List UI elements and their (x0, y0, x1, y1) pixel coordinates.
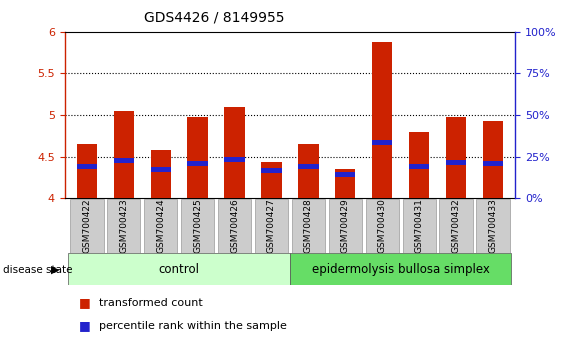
FancyBboxPatch shape (255, 199, 288, 252)
FancyBboxPatch shape (70, 199, 104, 252)
Text: percentile rank within the sample: percentile rank within the sample (99, 321, 287, 331)
Text: GSM700432: GSM700432 (452, 198, 461, 253)
Text: GSM700429: GSM700429 (341, 198, 350, 253)
FancyBboxPatch shape (218, 199, 251, 252)
Bar (69, 253, 290, 285)
Bar (261, 168, 282, 173)
FancyBboxPatch shape (144, 199, 177, 252)
Bar (409, 132, 430, 198)
Bar (372, 42, 392, 198)
Bar (114, 111, 134, 198)
Bar (446, 160, 466, 165)
Text: GDS4426 / 8149955: GDS4426 / 8149955 (144, 11, 284, 25)
FancyBboxPatch shape (365, 199, 399, 252)
Bar (483, 121, 503, 198)
Text: GSM700427: GSM700427 (267, 198, 276, 253)
Bar (335, 172, 355, 177)
Text: GSM700430: GSM700430 (378, 198, 387, 253)
FancyBboxPatch shape (181, 199, 215, 252)
FancyBboxPatch shape (292, 199, 325, 252)
Bar (225, 107, 245, 198)
Text: GSM700428: GSM700428 (304, 198, 313, 253)
Text: disease state: disease state (3, 265, 72, 275)
Bar (187, 117, 208, 198)
Bar (335, 169, 355, 198)
FancyBboxPatch shape (440, 199, 473, 252)
Text: GSM700425: GSM700425 (193, 198, 202, 253)
FancyBboxPatch shape (403, 199, 436, 252)
Text: epidermolysis bullosa simplex: epidermolysis bullosa simplex (312, 263, 490, 275)
Bar (114, 158, 134, 163)
Bar (150, 150, 171, 198)
Bar (290, 253, 511, 285)
Text: GSM700431: GSM700431 (415, 198, 424, 253)
Bar (187, 161, 208, 166)
FancyBboxPatch shape (476, 199, 510, 252)
Bar (77, 144, 97, 198)
Bar (77, 164, 97, 169)
Bar (483, 161, 503, 166)
Bar (372, 140, 392, 145)
Bar (409, 164, 430, 169)
Text: GSM700433: GSM700433 (489, 198, 498, 253)
Text: ▶: ▶ (51, 265, 59, 275)
Text: GSM700424: GSM700424 (156, 198, 165, 253)
Bar (225, 157, 245, 162)
Text: control: control (159, 263, 200, 275)
FancyBboxPatch shape (329, 199, 362, 252)
Text: GSM700426: GSM700426 (230, 198, 239, 253)
Bar (298, 144, 319, 198)
FancyBboxPatch shape (107, 199, 140, 252)
Bar (446, 117, 466, 198)
Text: GSM700422: GSM700422 (82, 198, 91, 253)
Text: transformed count: transformed count (99, 298, 202, 308)
Bar (150, 167, 171, 172)
Bar (261, 162, 282, 198)
Bar (298, 164, 319, 169)
Text: ■: ■ (79, 296, 91, 309)
Text: ■: ■ (79, 319, 91, 332)
Text: GSM700423: GSM700423 (119, 198, 128, 253)
